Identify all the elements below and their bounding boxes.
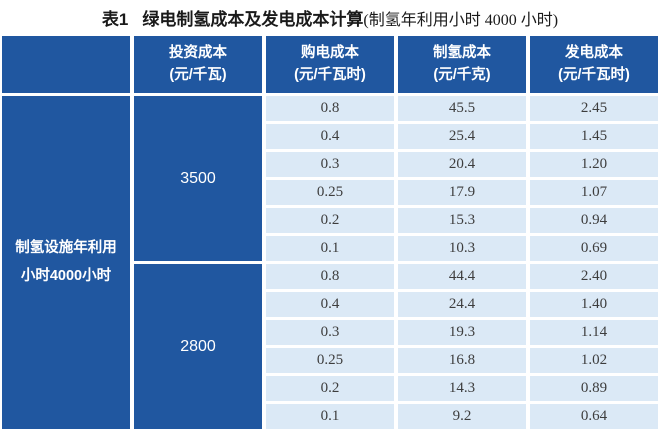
investment-group-2800: 2800	[134, 264, 262, 429]
row-group-label-line2: 小时4000小时	[20, 267, 112, 284]
cell-purchase-cost: 0.3	[266, 152, 394, 177]
header-line1: 投资成本	[169, 44, 227, 61]
column-purchase-cost: 购电成本 (元/千瓦时) 0.8 0.4 0.3 0.25 0.2 0.1 0.…	[266, 36, 394, 429]
cell-purchase-cost: 0.25	[266, 180, 394, 205]
cell-hydrogen-cost: 15.3	[398, 208, 526, 233]
cell-hydrogen-cost: 19.3	[398, 320, 526, 345]
cell-hydrogen-cost: 9.2	[398, 404, 526, 429]
table-title-main: 绿电制氢成本及发电成本计算	[142, 10, 364, 29]
table-title: 表1 绿电制氢成本及发电成本计算(制氢年利用小时 4000 小时)	[0, 5, 660, 30]
cell-generation-cost: 1.40	[530, 292, 658, 317]
column-hydrogen-cost: 制氢成本 (元/千克) 45.5 25.4 20.4 17.9 15.3 10.…	[398, 36, 526, 429]
row-group-label-line1: 制氢设施年利用	[15, 239, 117, 256]
cell-generation-cost: 1.45	[530, 124, 658, 149]
cell-hydrogen-cost: 25.4	[398, 124, 526, 149]
header-line1: 购电成本	[301, 44, 359, 61]
cell-purchase-cost: 0.2	[266, 208, 394, 233]
cell-generation-cost: 0.94	[530, 208, 658, 233]
cell-generation-cost: 1.02	[530, 348, 658, 373]
cell-hydrogen-cost: 10.3	[398, 236, 526, 261]
cell-hydrogen-cost: 20.4	[398, 152, 526, 177]
investment-group-3500: 3500	[134, 96, 262, 261]
cell-purchase-cost: 0.8	[266, 96, 394, 121]
table-index: 表1	[101, 10, 129, 29]
column-investment-cost: 投资成本 (元/千瓦) 3500 2800	[134, 36, 262, 429]
header-line2: (元/千瓦)	[169, 66, 227, 83]
header-line1: 制氢成本	[433, 44, 491, 61]
cell-generation-cost: 2.45	[530, 96, 658, 121]
header-line2: (元/千克)	[433, 66, 491, 83]
header-generation-cost: 发电成本 (元/千瓦时)	[530, 36, 658, 93]
cell-generation-cost: 1.20	[530, 152, 658, 177]
cell-generation-cost: 0.89	[530, 376, 658, 401]
cell-generation-cost: 1.14	[530, 320, 658, 345]
table-title-note: (制氢年利用小时 4000 小时)	[363, 12, 559, 29]
cell-purchase-cost: 0.25	[266, 348, 394, 373]
cell-hydrogen-cost: 24.4	[398, 292, 526, 317]
cell-hydrogen-cost: 45.5	[398, 96, 526, 121]
column-generation-cost: 发电成本 (元/千瓦时) 2.45 1.45 1.20 1.07 0.94 0.…	[530, 36, 658, 429]
cell-purchase-cost: 0.4	[266, 124, 394, 149]
cell-purchase-cost: 0.1	[266, 236, 394, 261]
header-purchase-cost: 购电成本 (元/千瓦时)	[266, 36, 394, 93]
cell-generation-cost: 2.40	[530, 264, 658, 289]
cell-hydrogen-cost: 16.8	[398, 348, 526, 373]
cell-purchase-cost: 0.1	[266, 404, 394, 429]
cell-purchase-cost: 0.2	[266, 376, 394, 401]
column-row-label: 制氢设施年利用 小时4000小时	[2, 36, 130, 429]
cell-generation-cost: 0.64	[530, 404, 658, 429]
cell-purchase-cost: 0.4	[266, 292, 394, 317]
cell-hydrogen-cost: 14.3	[398, 376, 526, 401]
cell-purchase-cost: 0.3	[266, 320, 394, 345]
header-investment-cost: 投资成本 (元/千瓦)	[134, 36, 262, 93]
header-hydrogen-cost: 制氢成本 (元/千克)	[398, 36, 526, 93]
cell-generation-cost: 1.07	[530, 180, 658, 205]
header-line2: (元/千瓦时)	[558, 66, 630, 83]
cell-hydrogen-cost: 44.4	[398, 264, 526, 289]
header-line1: 发电成本	[565, 44, 623, 61]
corner-cell	[2, 36, 130, 93]
header-line2: (元/千瓦时)	[294, 66, 366, 83]
cell-generation-cost: 0.69	[530, 236, 658, 261]
cost-table: 制氢设施年利用 小时4000小时 投资成本 (元/千瓦) 3500 2800 购…	[2, 36, 658, 429]
cell-purchase-cost: 0.8	[266, 264, 394, 289]
cell-hydrogen-cost: 17.9	[398, 180, 526, 205]
row-group-label: 制氢设施年利用 小时4000小时	[2, 96, 130, 429]
